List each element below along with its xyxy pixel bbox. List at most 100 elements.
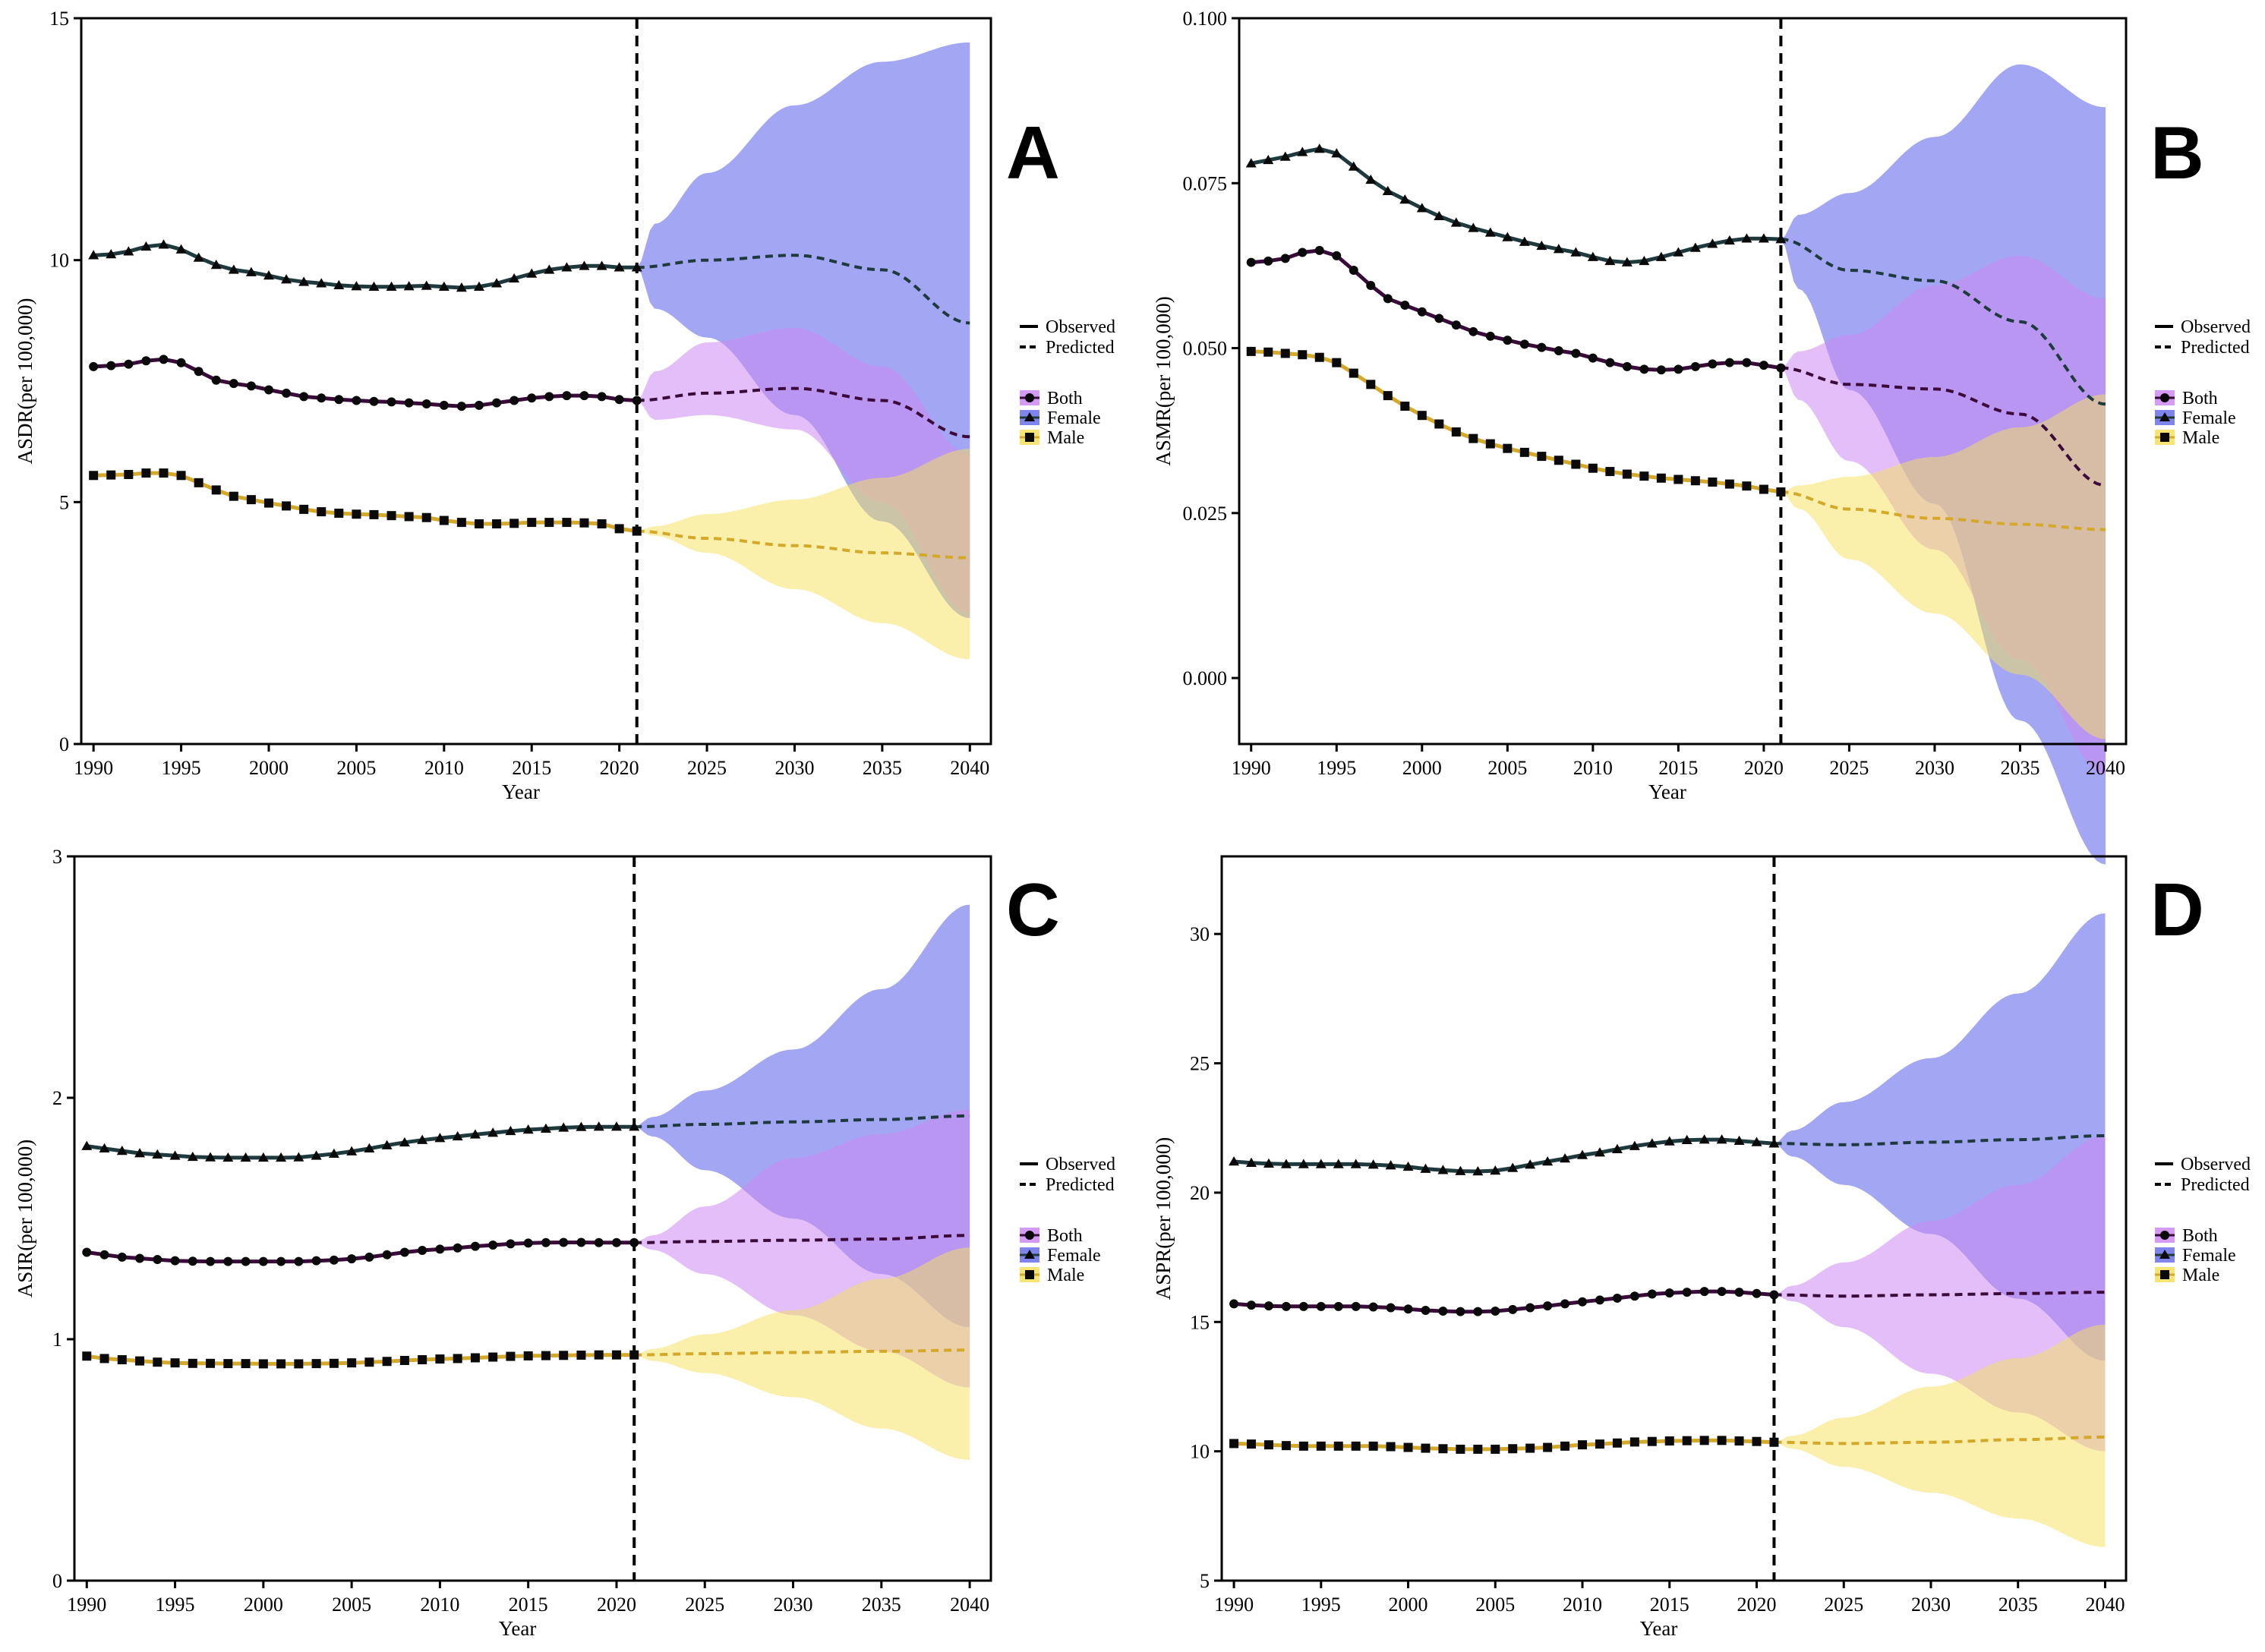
predicted-line-male [1781,490,2106,531]
legend-observed-label: Observed [2181,1155,2251,1174]
marker-female [1246,1157,1257,1167]
marker-both [474,400,484,410]
marker-female [169,1150,181,1160]
marker-male [629,1350,639,1360]
panel-letter: C [1006,868,1060,951]
marker-male [1578,1440,1588,1450]
legend-observed-label: Observed [1046,317,1115,337]
y-tick-label: 25 [1190,1053,1210,1075]
marker-male [456,518,466,528]
marker-male [1724,479,1734,489]
marker-male [1403,1442,1413,1452]
marker-both [435,1244,445,1254]
marker-female [1350,1159,1361,1168]
marker-female [222,1152,234,1162]
marker-both [1280,254,1290,263]
y-tick-label: 20 [1190,1182,1210,1204]
marker-both [1351,1301,1361,1311]
x-axis-title: Year [1640,1617,1678,1640]
marker-both [1752,1288,1762,1298]
band-male [1774,1324,2106,1547]
marker-male [263,498,273,508]
legend-predicted-label: Predicted [1046,1175,1115,1195]
marker-male [1647,1436,1657,1446]
x-tick-label: 2030 [774,757,814,779]
marker-female [311,1150,322,1160]
marker-male [1316,1441,1326,1451]
x-tick-label: 2040 [950,757,989,779]
marker-male [311,1359,321,1369]
marker-male [347,1358,357,1368]
marker-female [1279,151,1291,161]
marker-both [1519,339,1529,349]
x-tick-label: 1995 [156,1594,195,1616]
marker-female [469,1129,481,1139]
series-male [1229,1435,2106,1454]
marker-both [1578,1297,1588,1307]
marker-female [631,262,642,272]
marker-male [364,1357,374,1367]
marker-both [1314,245,1324,255]
marker-both [1434,314,1444,323]
marker-female [1450,217,1462,227]
marker-both [176,358,186,367]
marker-male [527,518,537,528]
marker-male [453,1354,462,1364]
marker-both [135,1253,145,1263]
y-tick-label: 15 [49,8,69,30]
marker-female [1716,1134,1727,1144]
marker-female [140,241,152,251]
marker-female [579,260,590,270]
marker-male [1456,1444,1465,1454]
marker-both [1508,1304,1518,1314]
series-both [89,355,970,439]
marker-both [1333,1301,1343,1311]
marker-male [223,1359,233,1369]
marker-both [1699,1287,1709,1297]
marker-both [579,391,589,401]
marker-female [610,1121,622,1131]
legend-male-label: Male [2182,1266,2219,1285]
x-tick-label: 1990 [1232,757,1271,779]
x-tick-label: 2020 [600,757,639,779]
marker-both [1316,1301,1326,1311]
x-tick-label: 2005 [332,1594,371,1616]
x-tick-label: 2030 [1911,1594,1951,1616]
legend-both-label: Both [2182,1226,2218,1246]
marker-female [1490,1165,1501,1175]
marker-both [1647,1289,1657,1299]
marker-female [1741,233,1752,243]
marker-both [488,1240,498,1250]
marker-male [523,1351,533,1360]
marker-female [576,1121,587,1131]
legend-predicted-label: Predicted [1046,338,1115,358]
marker-both [1554,346,1563,356]
plot-frame [80,17,992,746]
marker-female [540,1123,551,1133]
marker-female [106,249,117,259]
marker-female [1681,1134,1692,1145]
marker-male [421,512,431,522]
marker-male [1332,358,1342,367]
y-tick-label: 0.025 [1183,503,1228,525]
marker-both [329,1255,339,1265]
legend-female-label: Female [2182,408,2236,428]
marker-female [1416,203,1427,213]
series-female [1245,143,2106,406]
observed-line-both [86,1241,635,1264]
marker-both [1571,348,1581,358]
marker-male [1438,1444,1448,1454]
marker-female [364,1143,375,1153]
series-both [1246,245,2106,487]
marker-both [1734,1288,1744,1297]
marker-male [1717,1436,1727,1446]
marker-both [141,356,151,366]
x-tick-label: 2005 [1487,757,1527,779]
marker-male [1690,476,1700,486]
marker-male [1473,1444,1483,1454]
marker-both [1605,358,1615,367]
marker-male [176,471,186,481]
predicted-line-female [634,1114,970,1129]
marker-female [1399,194,1411,204]
